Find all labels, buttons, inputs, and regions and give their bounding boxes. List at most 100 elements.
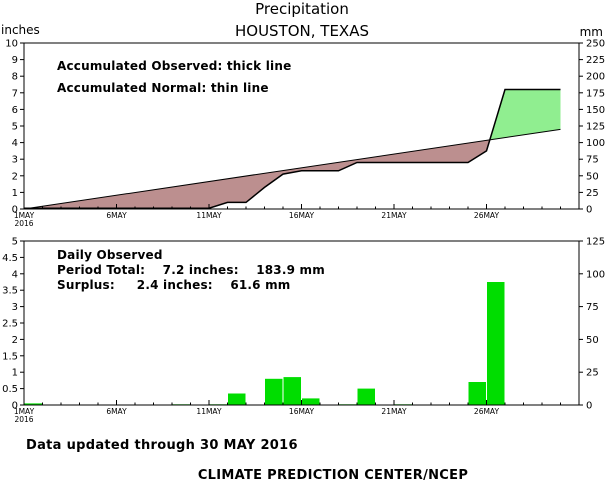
right-axis-tick-label: 125 [586,237,605,248]
left-axis-tick-label: 7 [12,88,18,99]
left-axis-tick-label: 1 [12,368,18,379]
right-axis-tick-label: 250 [586,39,605,50]
left-axis-tick-label: 5 [12,237,18,248]
right-axis-tick-label: 100 [586,138,605,149]
left-axis-tick-label: 2 [12,335,18,346]
left-axis-tick-label: 1.5 [2,351,18,362]
x-axis-date-label: 11MAY [196,211,222,220]
right-axis-tick-label: 100 [586,269,605,280]
deficit-fill [412,148,431,163]
x-axis-date-label: 11MAY [196,407,222,416]
footer-credit: CLIMATE PREDICTION CENTER/NCEP [198,468,468,483]
accumulated-normal-line [23,128,561,210]
left-axis-tick-label: 4 [12,138,18,149]
x-axis-date-label: 21MAY [381,211,407,220]
x-axis-date-label: 26MAY [474,407,500,416]
deficit-fill [227,176,246,203]
right-axis-tick-label: 0 [586,401,592,412]
deficit-fill [190,181,209,209]
right-axis-tick-label: 225 [586,55,605,66]
right-axis-tick-label: 175 [586,88,605,99]
accumulated-axes: 0123456789100255075100125150175200225250… [5,39,605,229]
daily-bar [357,388,375,405]
x-axis-date-label: 1MAY [14,407,35,416]
deficit-fill [98,195,117,209]
right-axis-tick-label: 75 [586,302,599,313]
left-axis-tick-label: 6 [12,105,18,116]
left-axis-tick-label: 9 [12,55,18,66]
deficit-fill [116,192,135,209]
right-axis-tick-label: 25 [586,188,599,199]
daily-bar [283,377,301,405]
daily-bars [24,282,505,406]
right-axis-tick-label: 75 [586,155,599,166]
left-axis-tick-label: 0.5 [2,384,18,395]
deficit-fill [153,187,172,209]
deficit-fill [246,173,265,203]
x-axis-date-label: 21MAY [381,407,407,416]
deficit-fill [301,165,320,171]
data-updated-note: Data updated through 30 MAY 2016 [26,438,298,453]
deficit-fill [449,143,468,163]
right-axis-tick-label: 50 [586,335,599,346]
deficit-fill [172,184,191,209]
daily-bar [468,382,486,405]
left-axis-tick-label: 8 [12,72,18,83]
accumulated-lines [23,88,561,210]
daily-bar [302,398,320,405]
x-axis-date-label: 6MAY [106,407,127,416]
x-axis-date-label: 16MAY [289,407,315,416]
left-axis-tick-label: 0 [12,205,18,216]
deficit-fill [357,156,376,163]
left-axis-tick-label: 1 [12,188,18,199]
right-axis-tick-label: 25 [586,368,599,379]
right-axis-tick-label: 50 [586,171,599,182]
x-axis-year-label: 2016 [14,219,33,228]
x-axis-date-label: 26MAY [474,211,500,220]
deficit-fill [209,178,228,209]
daily-bar [265,378,283,405]
daily-bar [24,403,42,405]
deficit-fill [468,140,487,163]
left-axis-tick-label: 3 [12,302,18,313]
deficit-fill [135,189,154,209]
accumulated-panel: 0123456789100255075100125150175200225250… [5,39,605,229]
deficit-fill [61,200,80,209]
left-axis-tick-label: 4 [12,269,18,280]
left-axis-tick-label: 2 [12,171,18,182]
right-axis-tick-label: 0 [586,205,592,216]
accumulated-fills [24,89,561,209]
annotation-period-total: Period Total: 7.2 inches: 183.9 mm [57,263,325,277]
left-axis-tick-label: 0 [12,401,18,412]
x-axis-year-label: 2016 [14,415,33,424]
left-axis-tick-label: 3.5 [2,286,18,297]
deficit-fill [431,145,450,163]
x-axis-date-label: 16MAY [289,211,315,220]
annotation-daily-observed: Daily Observed [57,248,163,262]
left-axis-tick-label: 2.5 [2,319,18,330]
annotation-surplus: Surplus: 2.4 inches: 61.6 mm [57,278,291,292]
deficit-fill [394,151,413,163]
annotation-observed: Accumulated Observed: thick line [57,59,291,73]
annotation-normal: Accumulated Normal: thin line [57,81,269,95]
daily-bar [487,282,505,405]
surplus-fill [505,89,524,138]
x-axis-date-label: 1MAY [14,211,35,220]
surplus-fill [542,89,561,133]
accumulated-observed-line [24,88,561,209]
left-axis-tick-label: 10 [5,39,18,50]
left-axis-tick-label: 4.5 [2,253,18,264]
right-axis-tick-label: 125 [586,122,605,133]
right-axis-tick-label: 150 [586,105,605,116]
chart-subtitle: HOUSTON, TEXAS [235,22,369,40]
chart-title: Precipitation [255,0,349,18]
left-axis-tick-label: 5 [12,122,18,133]
right-unit-label: mm [580,25,603,39]
surplus-fill [523,89,542,135]
daily-bar [228,393,246,405]
x-axis-date-label: 6MAY [106,211,127,220]
left-axis-tick-label: 3 [12,155,18,166]
